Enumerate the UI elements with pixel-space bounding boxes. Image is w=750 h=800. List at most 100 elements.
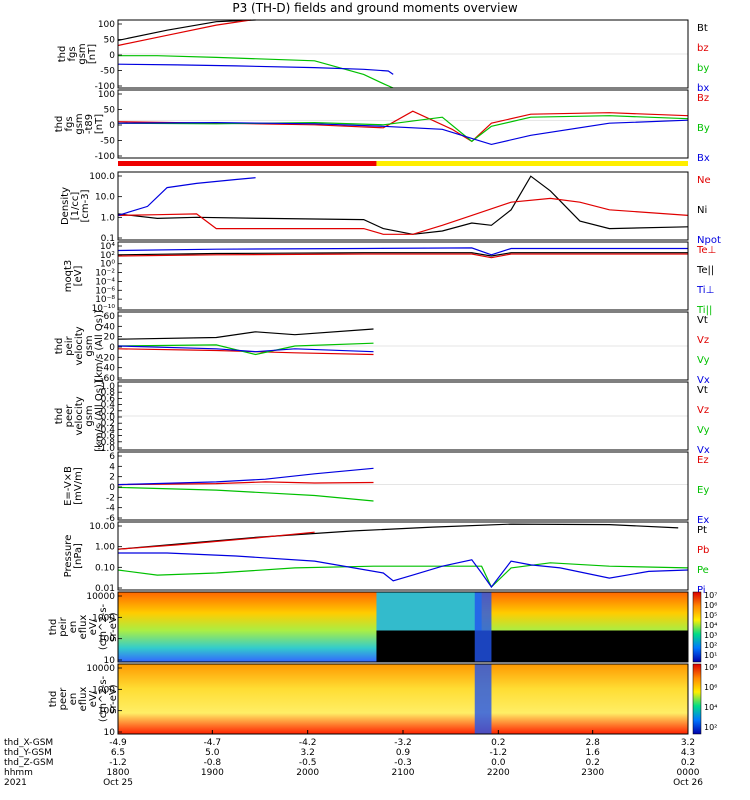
panel-peer_velocity: 1.00.80.60.40.20.0-0.2-0.4-0.6-0.8-1.0th… [54,380,710,456]
y-axis-label-line: thd [54,408,65,425]
y-tick-label: 100 [98,707,115,717]
legend-entry: Vt [697,385,708,396]
y-tick-label: -0.2 [97,419,115,429]
mode-bar-red [118,161,377,166]
series-line-Pt [117,523,679,550]
time-row-label: hhmm [4,768,33,778]
time-row-value: -0.8 [204,758,222,768]
time-row-value: 2000 [296,768,319,778]
time-row-label: thd_X-GSM [4,738,53,748]
colorbar-tick-label: 10² [704,641,717,650]
y-axis-label-line: eV/ [88,618,99,635]
legend-entry: Ne [697,175,711,186]
spectrogram-field [118,664,688,734]
y-axis-label-line: eflux [78,615,89,640]
series-line-Ex [117,467,374,486]
y-axis-label-line: [eV] [73,266,84,287]
series-line-Pe [117,562,689,589]
time-row-value: -4.7 [204,738,222,748]
legend-entry: Pi [697,585,706,596]
y-tick-label: 0.1 [101,234,115,244]
y-axis-label-line: gsm [84,405,95,426]
legend-entry: Bx [697,153,710,164]
colorbar [692,591,702,663]
y-axis-label-line: moqt3 [63,260,74,293]
y-axis-label-line: sr-eV) [108,684,119,713]
panel-frame [117,451,689,521]
y-axis-label: moqt3[eV] [63,260,84,293]
y-axis-label: Density[1/cc][cm-3] [60,187,91,225]
legend-entry: Ti|| [696,305,712,316]
panel-fgs_gsm_t89: 100 50 0 -50 -100 thdfgsgsm-t89[nT] Bz By Bx [54,89,710,164]
y-tick-label: 10 [104,656,116,666]
legend-entry: Vy [697,355,710,366]
legend-entry: Ex [697,515,709,526]
y-tick-label: 60 [104,312,116,322]
y-axis-label-line: thd [48,691,59,708]
y-tick-label: -1.0 [97,444,115,454]
y-tick-label: 10 [104,728,116,738]
y-tick-label: 10⁰ [100,260,115,270]
legend-entry: by [697,63,709,74]
panel-peer_spec: 10⁸ 10⁶ 10⁴ 10² 10000 1000 100 10 thdpeereneflux… [48,663,717,738]
y-tick-label: 50 [104,106,116,116]
series-line-bx [117,63,394,75]
time-row-value: -3.2 [394,738,412,748]
y-axis-label-line: [nPa] [73,543,84,569]
series-line-by [118,55,394,89]
y-tick-label: -4 [106,504,115,514]
y-axis-label-line: [nT] [87,44,98,64]
colorbar-tick-label: 10⁶ [704,601,717,610]
panel-fgs: 100 50 0 -50 -100 thdfgsgsm[nT] Bt bz by bx [57,19,709,94]
y-axis-label-line: Pressure [63,535,74,578]
y-axis-label-line: gsm [74,113,85,134]
panel-frame [117,241,689,311]
time-row-value: 0000 [677,768,700,778]
y-tick-label: 20 [104,333,116,343]
y-axis-label-line: peir [58,616,69,636]
panel-frame [117,171,689,241]
series-line-Pb [117,531,315,550]
y-tick-label: -0.8 [97,438,115,448]
time-row-value: -1.2 [109,758,127,768]
y-tick-label: 10.00 [89,522,115,532]
time-row-value: 2.8 [586,738,601,748]
legend-entry: bz [697,43,709,54]
y-tick-label: 10² [100,251,115,261]
y-tick-label: 40 [104,322,116,332]
y-axis-label: Pressure[nPa] [63,535,84,578]
y-axis-label-line: en [68,693,79,706]
legend-entry: Npot [697,235,721,246]
time-row-value: 0.9 [396,748,411,758]
y-axis-label-line: [km/s (All Qs)] [94,380,105,452]
y-axis-label: thdfgsgsm-t89[nT] [54,113,105,134]
time-row-value: 4.3 [681,748,695,758]
y-axis-label: E=-V×B[mV/m] [63,466,84,506]
y-tick-label: -100 [95,82,116,92]
spectrogram-midflux-region [376,592,482,631]
legend-entry: Vx [697,375,710,386]
series-line-Vt [117,328,374,340]
y-tick-label: 10000 [86,664,115,674]
time-row-value: -0.3 [394,758,412,768]
y-axis-label: thdfgsgsm[nT] [57,43,98,64]
panel-background [118,452,688,520]
series-line-Bz [117,110,689,143]
y-tick-label: -2 [106,493,115,503]
y-tick-label: 0 [109,51,115,61]
legend-entry: Vy [697,425,710,436]
time-row-value: -4.2 [299,738,317,748]
colorbar-tick-label: 10⁷ [704,591,717,600]
y-axis-label-line: -t89 [84,114,95,134]
y-tick-label: 2 [109,473,115,483]
y-axis-label-line: [1/cc] [70,192,81,221]
y-axis-label-line: eflux [78,687,89,712]
series-line-Pi [118,552,689,589]
y-tick-label: 0.2 [101,407,115,417]
time-row-value: 5.0 [205,748,220,758]
y-axis-label-line: velocity [74,396,85,435]
y-tick-label: -6 [106,514,115,524]
legend-entry: bx [697,83,709,94]
